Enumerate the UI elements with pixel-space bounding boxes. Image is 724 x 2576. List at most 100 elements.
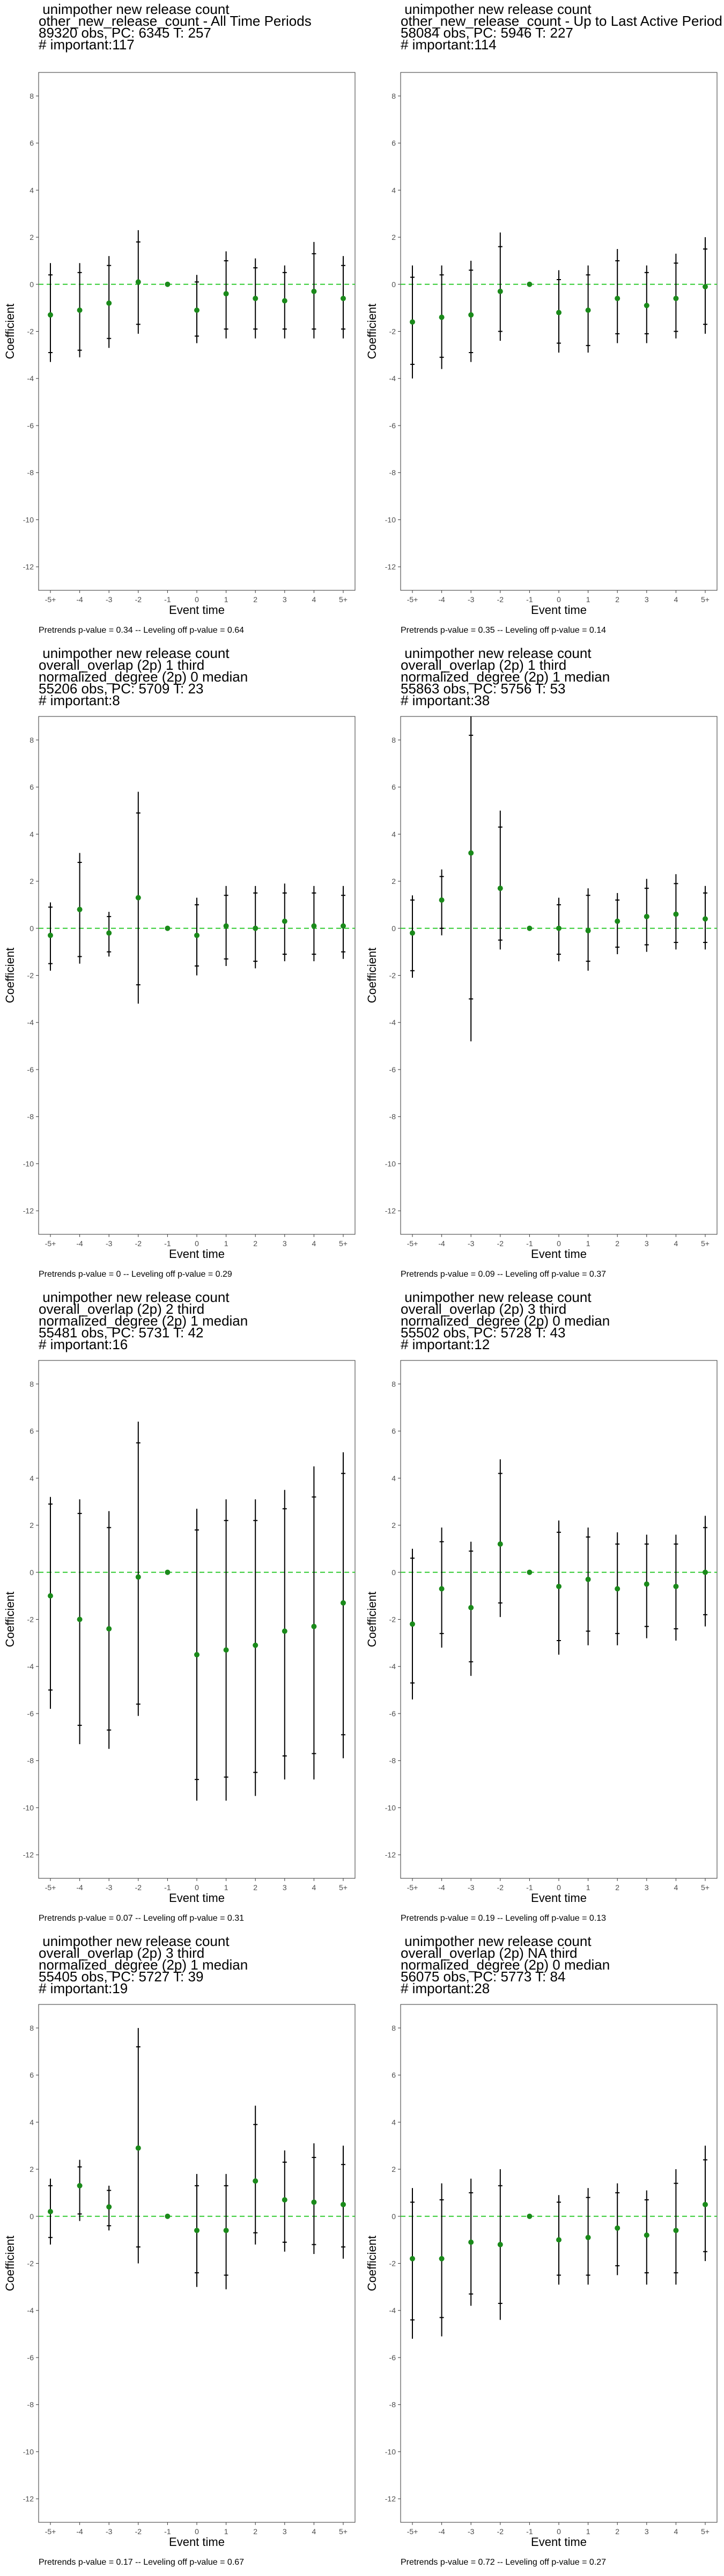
coefficient-point bbox=[468, 312, 474, 318]
y-tick-label: -4 bbox=[389, 1018, 396, 1027]
y-tick-label: -12 bbox=[385, 1850, 396, 1859]
x-tick-label: 2 bbox=[253, 1883, 257, 1892]
y-axis-label: Coefficient bbox=[365, 948, 379, 1004]
y-tick-label: -8 bbox=[389, 1757, 396, 1765]
y-tick-label: -12 bbox=[385, 562, 396, 571]
x-tick-label: -1 bbox=[526, 2527, 533, 2536]
coefficient-point bbox=[703, 916, 708, 922]
y-tick-label: 8 bbox=[391, 1380, 396, 1388]
y-tick-label: 0 bbox=[29, 1568, 34, 1577]
x-axis-label: Event time bbox=[169, 1247, 225, 1261]
x-tick-label: -4 bbox=[438, 1239, 445, 1248]
coefficient-point bbox=[194, 1652, 200, 1658]
y-tick-label: -12 bbox=[385, 2494, 396, 2503]
x-tick-label: -3 bbox=[106, 1883, 113, 1892]
coefficient-point bbox=[585, 1576, 591, 1582]
coefficient-point bbox=[165, 2213, 171, 2219]
x-tick-label: 1 bbox=[224, 2527, 228, 2536]
coefficient-point bbox=[282, 918, 287, 924]
panel-title-line: unimpother new release count bbox=[401, 645, 592, 661]
coefficient-point bbox=[106, 2204, 112, 2210]
panel-title-line: # important:19 bbox=[39, 1980, 128, 1996]
coefficient-point bbox=[644, 2232, 649, 2238]
coefficient-point bbox=[341, 1600, 346, 1606]
x-tick-label: 2 bbox=[253, 2527, 257, 2536]
coefficient-point bbox=[223, 291, 229, 297]
x-tick-label: -4 bbox=[438, 595, 445, 604]
x-tick-label: -2 bbox=[135, 1239, 142, 1248]
y-tick-label: 2 bbox=[29, 1521, 34, 1529]
event-study-panel: unimpother new release count other_new_re… bbox=[0, 0, 362, 644]
coefficient-point bbox=[282, 298, 287, 304]
x-tick-label: 3 bbox=[283, 1239, 287, 1248]
y-tick-label: -2 bbox=[27, 327, 34, 336]
y-tick-label: -10 bbox=[23, 2447, 34, 2456]
x-tick-label: -2 bbox=[497, 1883, 504, 1892]
x-tick-label: -5+ bbox=[407, 595, 418, 604]
y-tick-label: 8 bbox=[391, 736, 396, 744]
x-tick-label: 4 bbox=[312, 2527, 316, 2536]
y-tick-label: -6 bbox=[27, 2353, 34, 2362]
y-tick-label: -2 bbox=[389, 1615, 396, 1624]
x-tick-label: 1 bbox=[586, 2527, 590, 2536]
x-axis-label: Event time bbox=[531, 1247, 587, 1261]
x-tick-label: 4 bbox=[674, 1239, 678, 1248]
coefficient-point bbox=[223, 1647, 229, 1653]
y-tick-label: 6 bbox=[29, 1427, 34, 1436]
y-tick-label: 4 bbox=[29, 186, 34, 194]
p-value-footnote: Pretrends p-value = 0.07 -- Leveling off… bbox=[39, 1914, 245, 1923]
event-study-panel: unimpother new release count overall_over… bbox=[362, 644, 724, 1288]
panel-title-line: 55206 obs, PC: 5709 T: 23 bbox=[39, 680, 204, 697]
x-tick-label: -1 bbox=[164, 1239, 171, 1248]
y-tick-label: 2 bbox=[391, 1521, 396, 1529]
p-value-footnote: Pretrends p-value = 0.17 -- Leveling off… bbox=[39, 2558, 245, 2567]
x-axis-label: Event time bbox=[169, 2535, 225, 2549]
coefficient-point bbox=[644, 913, 649, 919]
panel-title-line: unimpother new release count bbox=[401, 1289, 592, 1305]
x-tick-label: -2 bbox=[135, 595, 142, 604]
panel-title-line: normalized_degree (2p) 0 median bbox=[39, 669, 248, 685]
x-tick-label: -2 bbox=[497, 2527, 504, 2536]
x-tick-label: 5+ bbox=[339, 595, 348, 604]
x-tick-label: 1 bbox=[224, 1883, 228, 1892]
y-tick-label: -8 bbox=[389, 469, 396, 477]
x-tick-label: -4 bbox=[438, 1883, 445, 1892]
x-tick-label: -3 bbox=[106, 1239, 113, 1248]
x-tick-label: -5+ bbox=[45, 1883, 56, 1892]
x-tick-label: -1 bbox=[526, 595, 533, 604]
x-tick-label: 2 bbox=[615, 1239, 619, 1248]
panel-title: unimpother new release count overall_over… bbox=[39, 646, 355, 707]
x-tick-label: 5+ bbox=[339, 1239, 348, 1248]
x-axis-label: Event time bbox=[531, 2535, 587, 2549]
x-tick-label: 0 bbox=[557, 2527, 561, 2536]
y-axis-label: Coefficient bbox=[3, 948, 17, 1004]
y-tick-label: -4 bbox=[27, 1018, 34, 1027]
plot-area bbox=[400, 716, 718, 1235]
y-tick-label: -12 bbox=[23, 562, 34, 571]
x-tick-label: 2 bbox=[615, 1883, 619, 1892]
x-tick-label: -4 bbox=[76, 2527, 83, 2536]
y-axis-label: Coefficient bbox=[365, 2236, 379, 2292]
panel-title-line: overall_overlap (2p) 1 third bbox=[401, 657, 567, 673]
y-tick-label: -2 bbox=[389, 327, 396, 336]
coefficient-point bbox=[165, 281, 171, 287]
coefficient-point bbox=[527, 1569, 533, 1575]
coefficient-point bbox=[585, 308, 591, 313]
coefficient-point bbox=[615, 918, 620, 924]
y-tick-label: 6 bbox=[29, 139, 34, 148]
panel-title-line: # important:28 bbox=[401, 1980, 490, 1996]
coefficient-point bbox=[194, 308, 200, 313]
y-tick-label: -2 bbox=[27, 1615, 34, 1624]
panel-title-line: unimpother new release count bbox=[401, 1933, 592, 1949]
coefficient-point bbox=[410, 319, 415, 325]
y-tick-label: -12 bbox=[23, 1206, 34, 1215]
y-tick-label: -6 bbox=[389, 1709, 396, 1718]
coefficient-point bbox=[253, 1642, 258, 1648]
x-tick-label: 3 bbox=[645, 595, 649, 604]
y-tick-label: -2 bbox=[389, 2259, 396, 2268]
x-tick-label: -4 bbox=[438, 2527, 445, 2536]
